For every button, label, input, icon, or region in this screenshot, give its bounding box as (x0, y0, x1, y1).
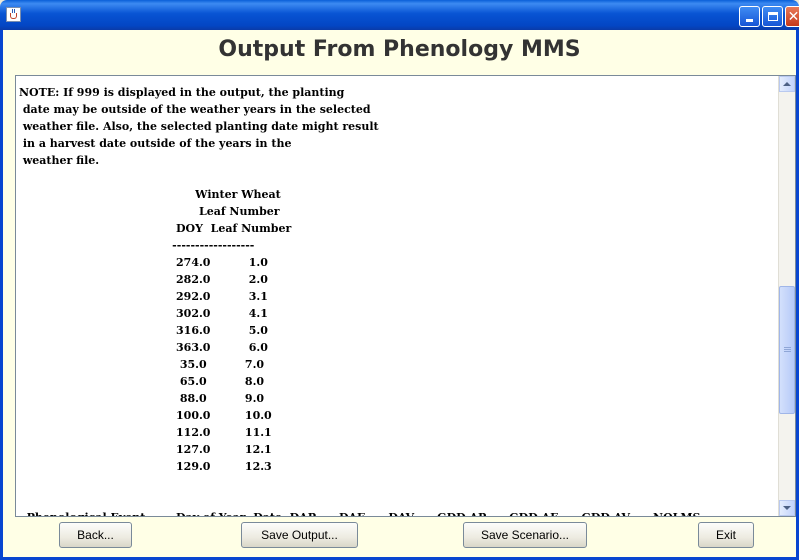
client-area: Output From Phenology MMS NOTE: If 999 i… (3, 30, 796, 557)
scroll-down-icon (783, 506, 791, 510)
scrollbar-thumb[interactable] (779, 286, 795, 414)
scroll-up-icon (783, 82, 791, 86)
maximize-icon (767, 12, 778, 21)
grip-icon (784, 347, 791, 348)
back-button[interactable]: Back... (59, 522, 132, 548)
minimize-button[interactable] (739, 6, 760, 27)
vertical-scrollbar[interactable] (778, 76, 795, 516)
window-border (0, 557, 799, 560)
output-text: NOTE: If 999 is displayed in the output,… (19, 86, 701, 516)
minimize-icon (746, 19, 753, 22)
output-text-area[interactable]: NOTE: If 999 is displayed in the output,… (15, 75, 796, 517)
scroll-down-button[interactable] (779, 500, 795, 516)
close-button[interactable]: ✕ (785, 6, 799, 27)
exit-button[interactable]: Exit (698, 522, 754, 548)
page-title: Output From Phenology MMS (218, 37, 581, 62)
maximize-button[interactable] (762, 6, 783, 27)
java-cup-icon[interactable] (6, 7, 21, 22)
scroll-up-button[interactable] (779, 76, 795, 92)
title-bar[interactable]: ✕ (0, 0, 799, 30)
save-output-button[interactable]: Save Output... (241, 522, 358, 548)
close-icon: ✕ (787, 8, 799, 25)
save-scenario-button[interactable]: Save Scenario... (463, 522, 587, 548)
